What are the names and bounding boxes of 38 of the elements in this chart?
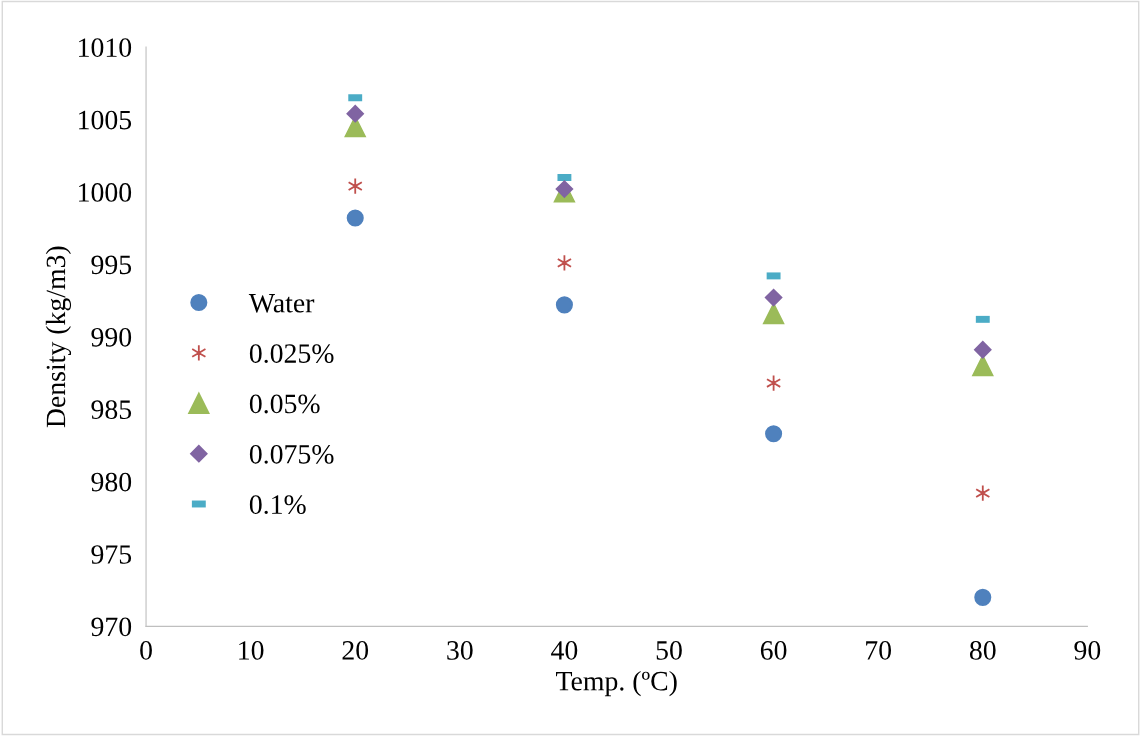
point [974,588,992,606]
x-tick-label: 60 [760,641,787,660]
point [975,484,991,502]
point [347,177,363,195]
x-tick-label: 30 [447,641,473,660]
legend-label: Water [248,294,315,313]
legend-label: 0.025% [249,344,334,364]
x-axis-title: Temp. (ºC) [556,670,677,697]
x-tick-label: 0 [140,641,152,660]
point [346,209,364,227]
y-tick-label: 1010 [79,38,132,58]
point [764,288,783,307]
y-tick-label: 980 [91,472,132,492]
y-tick-label: 970 [91,617,132,637]
point [346,104,364,123]
y-tick-label: 990 [91,327,132,347]
x-tick-label: 70 [866,641,892,660]
legend-label: 0.075% [249,444,334,464]
y-tick-label: 975 [91,545,132,564]
point [555,296,573,314]
x-tick-label: 50 [656,641,682,660]
point [766,374,782,392]
legend-label: 0.05% [249,394,320,414]
point [972,355,994,377]
point [555,180,574,198]
point [765,425,783,443]
x-tick-label: 80 [969,641,996,660]
x-tick-label: 10 [239,641,264,660]
y-axis-title: Density (kg/m3) [45,246,72,428]
x-tick-label: 20 [342,641,369,660]
point [974,340,992,359]
y-tick-label: 1000 [79,183,132,202]
legend-label: 0.1% [249,495,306,515]
x-tick-label: 40 [551,641,578,660]
y-tick-label: 1005 [79,110,132,130]
x-tick-label: 90 [1074,641,1101,660]
y-tick-label: 995 [91,255,132,275]
y-tick-label: 985 [91,400,132,420]
